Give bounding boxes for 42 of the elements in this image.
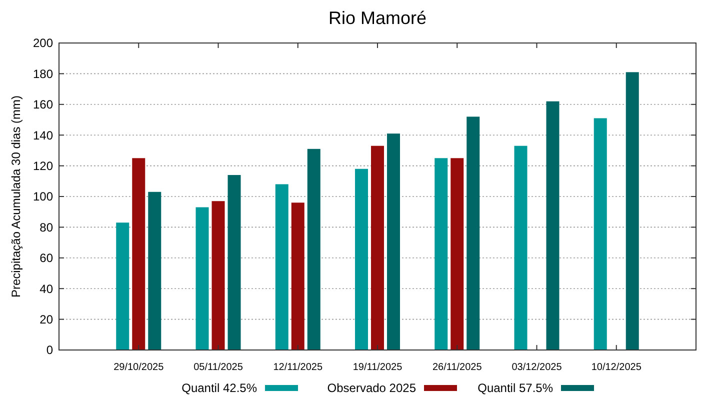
y-tick-label: 120 [32,159,54,173]
y-tick-label: 140 [32,128,54,142]
bar [196,207,209,350]
x-tick-label: 26/11/2025 [432,362,482,373]
legend-label: Observado 2025 [327,381,416,396]
bar [371,146,384,350]
legend-label: Quantil 57.5% [478,381,554,396]
x-tick-label: 29/10/2025 [114,362,164,373]
legend-label: Quantil 42.5% [182,381,258,396]
x-tick-label: 12/11/2025 [273,362,323,373]
bar [132,158,146,350]
x-tick-label: 19/11/2025 [352,362,403,373]
bar [355,168,368,350]
bar [291,202,304,350]
chart-title: Rio Mamoré [328,8,427,28]
y-tick-label: 40 [40,282,54,296]
bar [148,192,162,350]
y-tick-label: 180 [32,66,54,81]
y-tick-label: 20 [40,312,54,326]
y-tick-label: 60 [40,251,54,266]
y-tick-label: 80 [40,220,54,234]
bar [116,222,130,350]
bar [387,134,400,350]
bar [275,184,288,350]
y-tick-label: 100 [32,190,54,204]
x-tick-label: 03/12/2025 [512,362,562,373]
bar [546,101,560,350]
y-axis-title: Precipitação Acumulada 30 dias (mm) [9,95,23,298]
bar [307,148,320,350]
bar [626,72,639,350]
bar [228,175,241,350]
bar [212,201,225,350]
x-tick-label: 05/11/2025 [194,362,244,373]
y-tick-label: 160 [32,98,54,112]
y-tick-label: 200 [32,36,54,50]
bar [466,116,480,350]
bar [434,158,448,350]
bar [450,158,464,350]
bar [514,146,528,350]
y-tick-label: 0 [46,343,54,358]
bar [594,118,607,350]
x-tick-label: 10/12/2025 [591,362,642,373]
